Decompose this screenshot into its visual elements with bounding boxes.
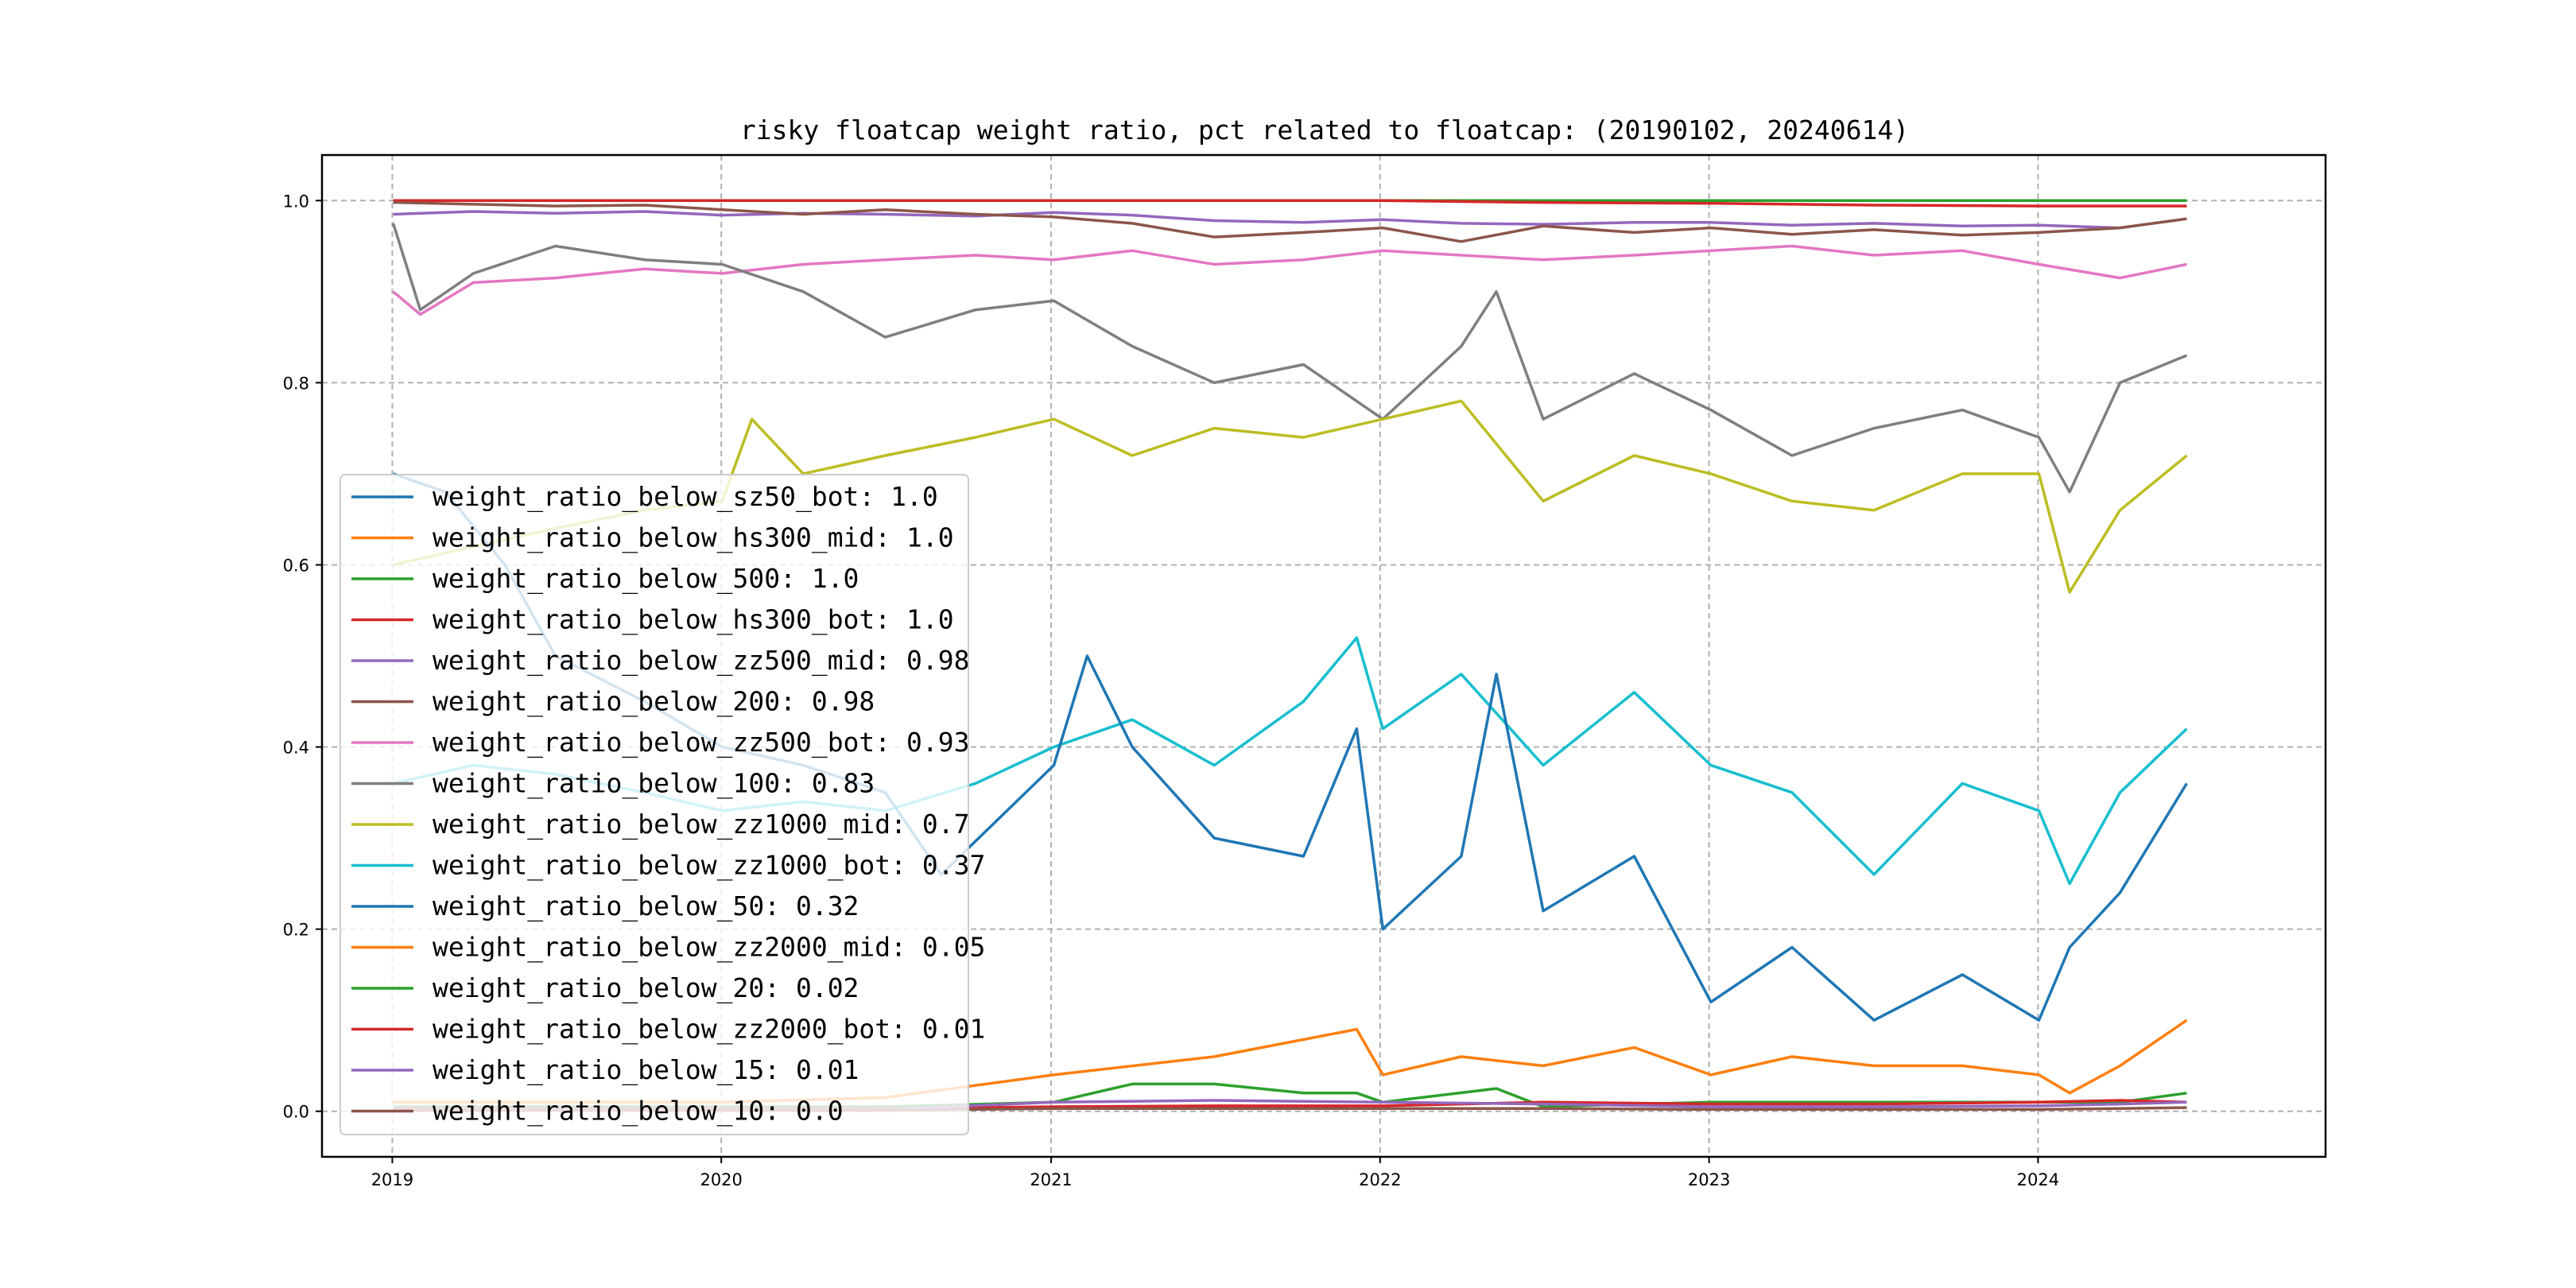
x-axis: 2019 2020 2021 2022 2023 2024 bbox=[371, 1157, 2059, 1189]
legend-entry: weight_ratio_below_50: 0.32 bbox=[433, 890, 859, 922]
series-line-6 bbox=[392, 244, 2187, 316]
legend-entry: weight_ratio_below_10: 0.0 bbox=[433, 1096, 844, 1127]
x-tick-label: 2019 bbox=[371, 1170, 413, 1189]
y-tick-label: 1.0 bbox=[283, 192, 309, 211]
chart-title: risky floatcap weight ratio, pct related… bbox=[740, 114, 1909, 145]
legend-entry: weight_ratio_below_zz500_mid: 0.98 bbox=[433, 645, 970, 677]
legend-box bbox=[339, 474, 969, 1135]
y-tick-label: 0.8 bbox=[283, 374, 309, 393]
legend-entry: weight_ratio_below_200: 0.98 bbox=[433, 686, 875, 718]
x-tick-label: 2023 bbox=[1688, 1170, 1730, 1189]
legend-entry: weight_ratio_below_15: 0.01 bbox=[433, 1054, 859, 1086]
legend-entry: weight_ratio_below_hs300_mid: 1.0 bbox=[433, 522, 954, 554]
x-tick-label: 2021 bbox=[1030, 1170, 1072, 1189]
series-line-3 bbox=[393, 199, 2187, 208]
legend-entry: weight_ratio_below_20: 0.02 bbox=[433, 972, 859, 1004]
x-tick-label: 2024 bbox=[2017, 1170, 2059, 1189]
y-tick-label: 0.6 bbox=[283, 556, 309, 575]
y-tick-label: 0.2 bbox=[283, 921, 309, 940]
x-tick-label: 2022 bbox=[1359, 1170, 1401, 1189]
legend-entry: weight_ratio_below_zz1000_mid: 0.7 bbox=[433, 809, 970, 840]
legend-entry: weight_ratio_below_100: 0.83 bbox=[433, 768, 875, 800]
legend-entry: weight_ratio_below_zz1000_bot: 0.37 bbox=[433, 850, 985, 882]
legend-entry: weight_ratio_below_zz2000_mid: 0.05 bbox=[433, 932, 985, 964]
plot-frame bbox=[320, 153, 2327, 1158]
legend-entry: weight_ratio_below_500: 1.0 bbox=[433, 563, 859, 595]
legend-entry: weight_ratio_below_sz50_bot: 1.0 bbox=[433, 481, 938, 513]
y-tick-label: 0.4 bbox=[283, 739, 309, 758]
legend: weight_ratio_below_sz50_bot: 1.0 weight_r… bbox=[339, 474, 985, 1135]
legend-entry: weight_ratio_below_hs300_bot: 1.0 bbox=[433, 604, 954, 636]
series-line-4 bbox=[393, 210, 2187, 230]
series-line-5 bbox=[393, 200, 2187, 243]
legend-entry: weight_ratio_below_zz500_bot: 0.93 bbox=[433, 727, 970, 758]
y-tick-label: 0.0 bbox=[283, 1103, 309, 1122]
series-line-7 bbox=[391, 223, 2188, 494]
x-tick-label: 2020 bbox=[700, 1170, 742, 1189]
legend-entry: weight_ratio_below_zz2000_bot: 0.01 bbox=[433, 1014, 985, 1046]
y-axis: 0.0 0.2 0.4 0.6 0.8 1.0 bbox=[283, 192, 322, 1122]
